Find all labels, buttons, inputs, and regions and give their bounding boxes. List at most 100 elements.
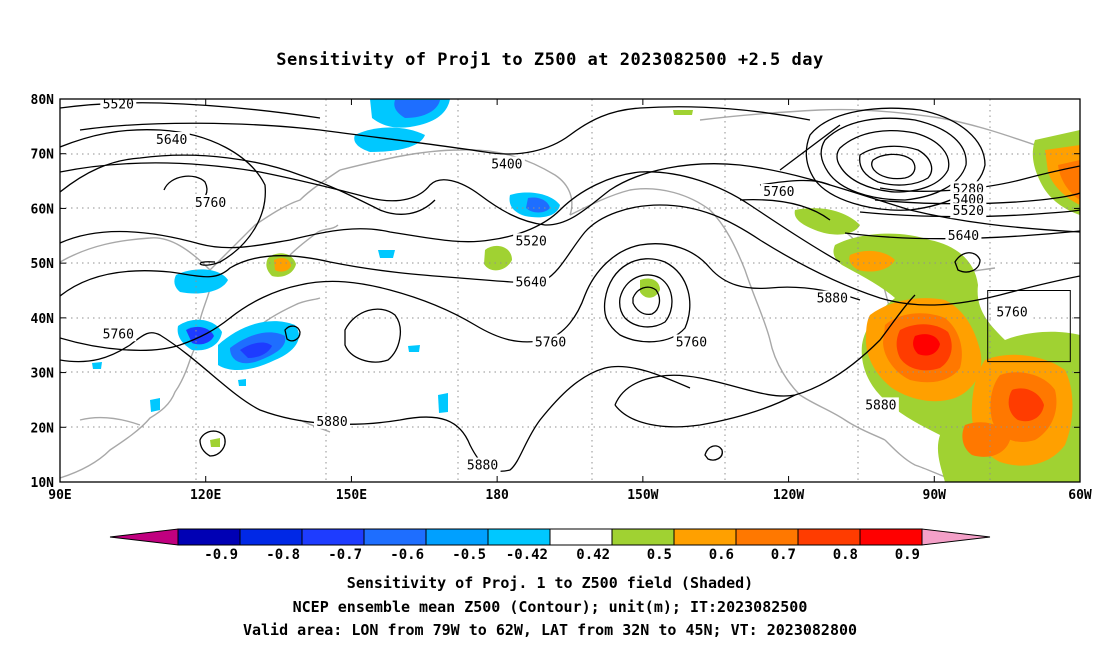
colorbar: -0.9 -0.8 -0.7 -0.6 -0.5 -0.42 0.42 0.5 0.6 0.7 0.… xyxy=(109,528,991,563)
contour-5880-small-west xyxy=(199,430,226,457)
colorbar-label: 0.9 xyxy=(895,547,920,563)
colorbar-bin xyxy=(673,528,737,546)
sensitivity-positive xyxy=(210,110,1080,482)
contour-label-bg xyxy=(532,334,569,350)
colorbar-bin xyxy=(797,528,861,546)
contour-5400 xyxy=(79,106,811,155)
negative-region xyxy=(394,100,440,118)
india-coast xyxy=(79,416,141,426)
colorbar-bin xyxy=(735,528,799,546)
caption-line-1: Sensitivity of Proj. 1 to Z500 field (Sh… xyxy=(346,574,754,592)
caption-line-2: NCEP ensemble mean Z500 (Contour); unit(… xyxy=(292,598,808,616)
contour-label-bg xyxy=(314,413,350,429)
contour-5760-long xyxy=(60,204,1080,306)
contour-label-bg xyxy=(100,99,137,112)
contour-5880-west xyxy=(60,332,691,472)
colorbar-bin xyxy=(487,528,551,546)
positive-region xyxy=(913,334,940,356)
colorbar-bin xyxy=(425,528,489,546)
latitude-axis: 80N 70N 60N 50N 40N 30N 20N 10N xyxy=(31,93,1080,491)
longitude-axis: 90E 120E 150E 180 150W 120W 90W 60W xyxy=(48,99,1092,503)
colorbar-bin xyxy=(177,528,241,546)
caption-line-3: Valid area: LON from 79W to 62W, LAT fro… xyxy=(242,621,858,639)
positive-region xyxy=(484,245,512,271)
contour-label: 5760 xyxy=(535,335,566,350)
colorbar-label: -0.42 xyxy=(506,547,548,563)
contour-closed-low-3 xyxy=(632,286,661,316)
contour-label: 5520 xyxy=(953,204,984,219)
contour-label-bg xyxy=(862,397,899,413)
negative-region xyxy=(354,127,425,152)
contour-5520-tail xyxy=(859,209,1080,218)
contour-label: 5760 xyxy=(676,335,707,350)
colorbar-bin xyxy=(363,528,427,546)
negative-region xyxy=(408,345,420,352)
positive-region xyxy=(210,438,220,447)
negative-region xyxy=(150,398,160,412)
lat-tick-label: 80N xyxy=(31,93,55,108)
contour-closed-low-1 xyxy=(603,258,691,343)
contour-labels: 5520 5640 5760 5400 5520 5640 5760 5760 5760 5760… xyxy=(100,99,1030,474)
north-america-west-coast xyxy=(569,188,886,441)
sensitivity-negative xyxy=(92,99,560,413)
contour-5640-long xyxy=(60,171,841,263)
contour-low-ring xyxy=(820,117,967,201)
siberia-coast xyxy=(339,149,573,216)
positive-region xyxy=(794,208,860,235)
colorbar-bin xyxy=(239,528,303,546)
positive-region xyxy=(673,110,693,115)
colorbar-label: -0.8 xyxy=(266,547,300,563)
contour-label: 5880 xyxy=(865,398,896,413)
negative-region xyxy=(438,393,448,413)
colorbar-above-triangle xyxy=(921,528,991,546)
negative-region xyxy=(378,250,395,258)
contour-label: 5640 xyxy=(948,229,979,244)
lon-tick-label: 60W xyxy=(1068,488,1092,503)
contour-5880-small xyxy=(704,445,723,461)
contour-label-bg xyxy=(464,457,501,473)
contour-label-bg xyxy=(488,156,525,172)
chart-title: Sensitivity of Proj1 to Z500 at 20230825… xyxy=(276,50,824,70)
contour-5520 xyxy=(60,102,321,119)
contour-small-japan xyxy=(284,325,301,342)
contour-label-bg xyxy=(673,334,710,350)
contour-label-bg xyxy=(760,184,797,200)
colorbar-label: 0.5 xyxy=(647,547,672,563)
contour-label: 5760 xyxy=(763,185,794,200)
contour-5640 xyxy=(60,154,436,215)
contour-label-bg xyxy=(513,233,550,249)
contour-5760-mid xyxy=(60,243,861,351)
lon-tick-label: 150W xyxy=(627,488,658,503)
positive-region xyxy=(640,278,660,298)
colorbar-label: 0.6 xyxy=(709,547,734,563)
contour-label-bg xyxy=(100,326,137,342)
colorbar-label: 0.7 xyxy=(771,547,796,563)
contour-label-bg xyxy=(513,274,550,290)
contour-5400-tail xyxy=(874,192,1080,205)
map-border xyxy=(59,98,1081,483)
z500-contours xyxy=(60,102,1080,472)
negative-region xyxy=(92,362,102,369)
sakhalin-coast xyxy=(289,224,339,256)
colorbar-bin xyxy=(549,528,613,546)
contour-label: 5880 xyxy=(316,415,347,430)
contour-label-bg xyxy=(950,203,987,219)
lat-tick-label: 40N xyxy=(31,312,55,327)
lat-tick-label: 70N xyxy=(31,148,55,163)
contour-low-ring xyxy=(859,145,933,186)
colorbar-label: 0.8 xyxy=(833,547,858,563)
contour-label-bg xyxy=(814,290,851,306)
contour-small-east xyxy=(954,252,981,273)
lat-tick-label: 50N xyxy=(31,257,55,272)
contour-5880-loop xyxy=(614,394,796,428)
negative-region xyxy=(526,197,550,213)
contour-label: 5880 xyxy=(467,459,498,474)
lon-tick-label: 180 xyxy=(485,488,509,503)
lon-tick-label: 120W xyxy=(773,488,804,503)
contour-label-bg xyxy=(994,304,1030,320)
positive-region xyxy=(1008,388,1044,422)
contour-label: 5760 xyxy=(103,327,134,342)
contour-label-bg xyxy=(192,194,229,210)
lon-tick-label: 120E xyxy=(190,488,221,503)
contour-label: 5400 xyxy=(491,158,522,173)
